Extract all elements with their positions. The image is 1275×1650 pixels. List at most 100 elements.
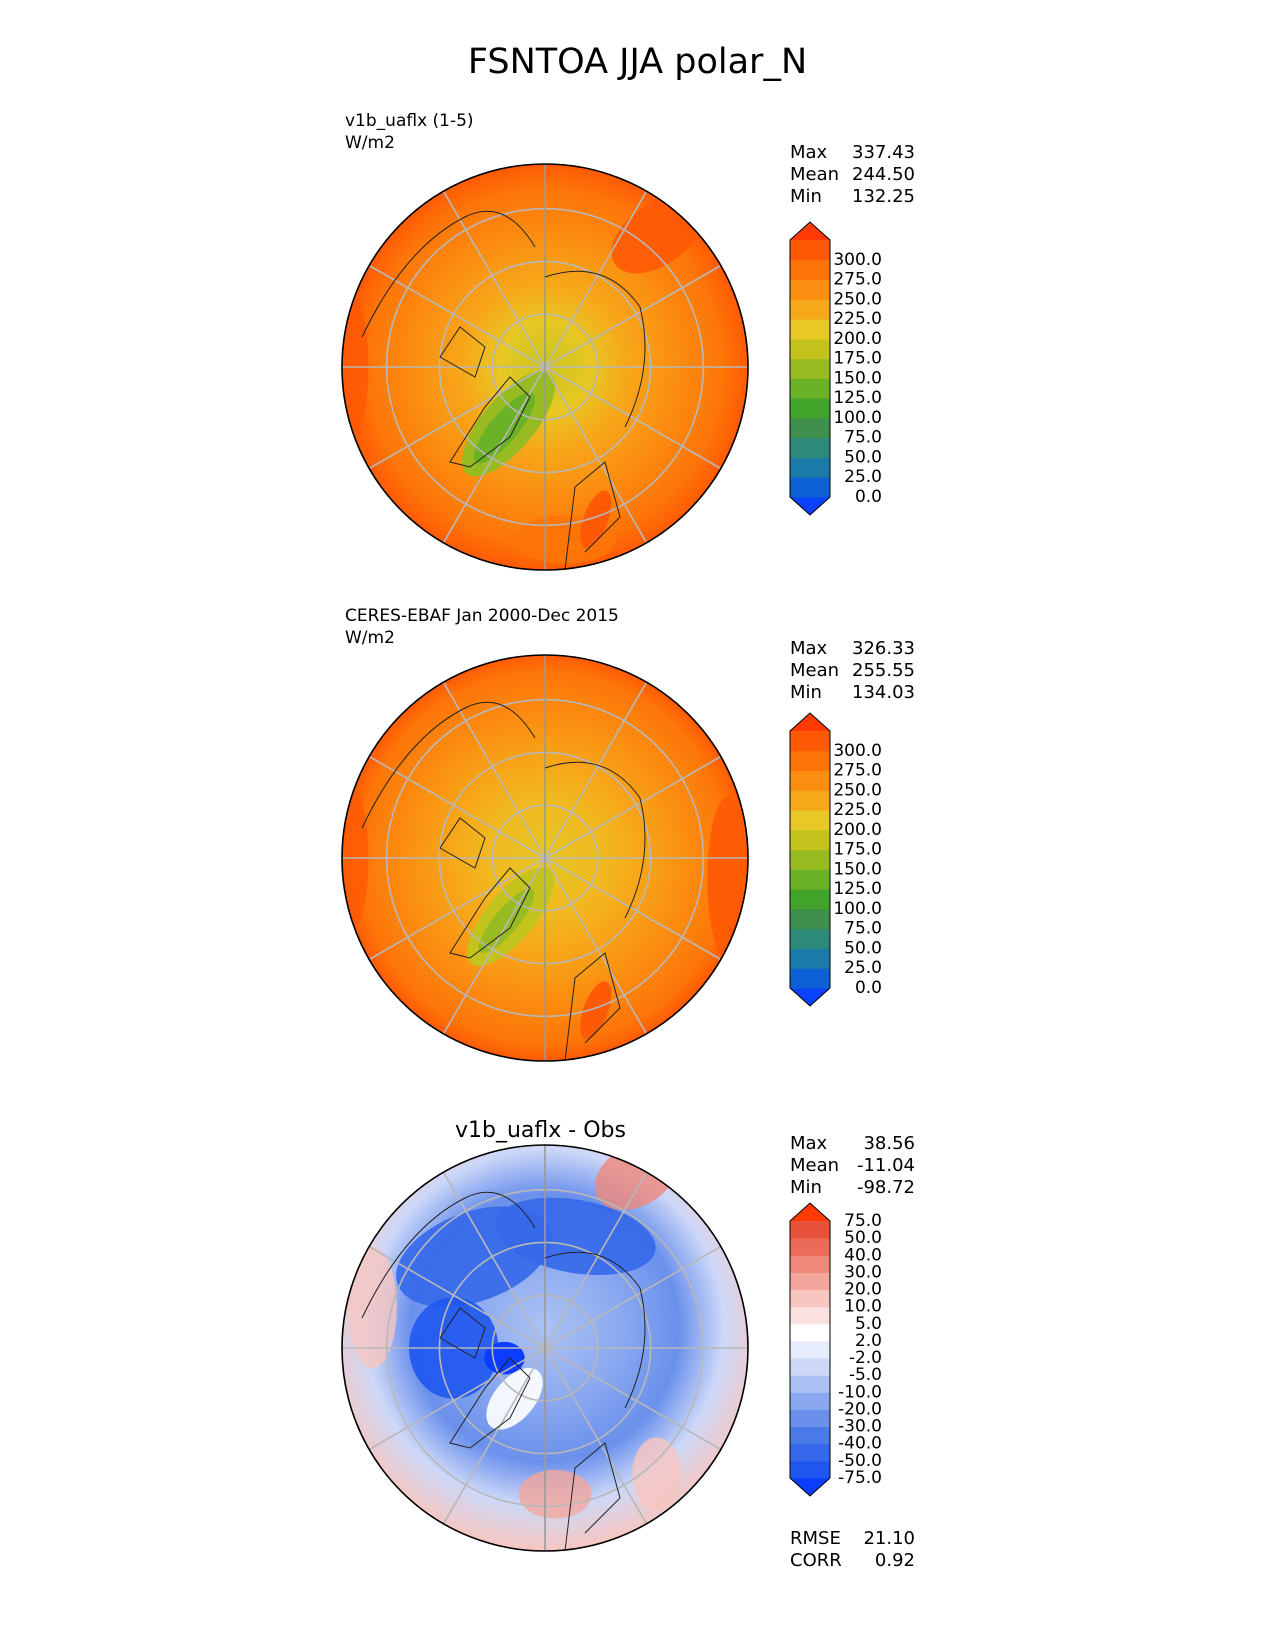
diff-extra-stats: RMSE 21.10 CORR 0.92 (790, 1528, 915, 1572)
europe-coastline (564, 1442, 621, 1551)
colorbar-tick-label: 30.0 (844, 1262, 882, 1282)
stat-label: Max (790, 638, 828, 659)
colorbar-segment (790, 358, 830, 379)
colorbar-tick-label: -2.0 (849, 1348, 882, 1368)
colorbar-tick-label: 0.0 (855, 978, 882, 998)
colorbar-segment (790, 1460, 830, 1479)
colorbar-extend-bottom (790, 988, 830, 1006)
obs-dataset-name: CERES-EBAF Jan 2000-Dec 2015 (345, 606, 619, 626)
longitude-line (368, 857, 546, 961)
diff-field (342, 1145, 748, 1551)
stat-label: CORR (790, 1550, 842, 1571)
diff-mean: -11.04 (856, 1155, 915, 1176)
colorbar-segment (790, 1289, 830, 1308)
colorbar-tick-label: 150.0 (833, 368, 882, 388)
colorbar-segment (790, 378, 830, 399)
greenland-coastline (449, 376, 531, 468)
north-america-coastline (361, 210, 536, 338)
model-units: W/m2 (345, 133, 395, 153)
longitude-line (368, 1347, 546, 1451)
longitude-line (442, 190, 546, 368)
model-field (342, 164, 748, 570)
diff-panel-title: v1b_uaflx - Obs (455, 1118, 626, 1143)
diff-stats: Max 38.56 Mean -11.04 Min -98.72 (790, 1133, 915, 1199)
colorbar-outline (789, 712, 831, 1007)
north-america-coastline (361, 701, 536, 829)
stat-label: Min (790, 682, 822, 703)
obs-field (342, 655, 748, 1061)
model-case-name: v1b_uaflx (1-5) (345, 111, 474, 131)
field-patch (486, 1367, 543, 1430)
colorbar-tick-label: 100.0 (833, 899, 882, 919)
longitude-line (544, 755, 722, 859)
colorbar-segment (790, 398, 830, 419)
model-min: 132.25 (852, 186, 915, 207)
colorbar-tick-label: 20.0 (844, 1280, 882, 1300)
stat-label: Min (790, 186, 822, 207)
colorbar-segment (790, 869, 830, 890)
colorbar-segment (790, 437, 830, 458)
colorbar-segment (790, 849, 830, 870)
colorbar-extend-top (790, 1203, 830, 1221)
diff-map (341, 1144, 749, 1552)
field-patch (580, 981, 612, 1040)
colorbar-tick-label: 275.0 (833, 761, 882, 781)
colorbar-segment (790, 1409, 830, 1428)
colorbar-segment (790, 810, 830, 831)
model-mean: 244.50 (852, 164, 915, 185)
colorbar-tick-label: -30.0 (838, 1417, 882, 1437)
longitude-line (368, 264, 546, 368)
figure-title: FSNTOA JJA polar_N (467, 42, 808, 82)
model-colorbar: 0.025.050.075.0100.0125.0150.0175.0200.0… (789, 221, 882, 516)
longitude-line (368, 755, 546, 859)
greenland-coastline (449, 867, 531, 959)
longitude-line (544, 857, 722, 961)
colorbar-tick-label: 2.0 (855, 1331, 882, 1351)
stat-label: Min (790, 1177, 822, 1198)
colorbar-tick-label: 200.0 (833, 329, 882, 349)
colorbar-segment (790, 1443, 830, 1462)
longitude-line (544, 857, 648, 1035)
stat-label: Max (790, 142, 828, 163)
colorbar-tick-label: 250.0 (833, 780, 882, 800)
field-patch (580, 490, 612, 549)
colorbar-segment (790, 928, 830, 949)
colorbar-tick-label: 50.0 (844, 447, 882, 467)
colorbar-segment (790, 750, 830, 772)
diff-corr: 0.92 (874, 1550, 915, 1571)
colorbar-segment (790, 829, 830, 851)
longitude-line (442, 857, 546, 1035)
colorbar-tick-label: 50.0 (844, 938, 882, 958)
colorbar-tick-label: -20.0 (838, 1399, 882, 1419)
colorbar-segment (790, 240, 830, 261)
stat-label: Mean (790, 164, 840, 185)
field-patch (611, 196, 702, 274)
arctic-archipelago-coastline (439, 326, 486, 378)
field-patch (518, 1469, 592, 1519)
field-patch (495, 1197, 656, 1275)
colorbar-segment (790, 1238, 830, 1256)
colorbar-tick-label: -50.0 (838, 1451, 882, 1471)
field-patch (707, 797, 748, 960)
model-max: 337.43 (852, 142, 915, 163)
obs-stats: Max 326.33 Mean 255.55 Min 134.03 (790, 638, 915, 704)
longitude-line (544, 1347, 648, 1525)
colorbar-tick-label: 300.0 (833, 250, 882, 270)
colorbar-tick-label: 40.0 (844, 1245, 882, 1265)
diff-min: -98.72 (856, 1177, 915, 1198)
colorbar-segment (790, 908, 830, 930)
colorbar-segment (790, 1306, 830, 1325)
siberia-coastline (544, 270, 646, 428)
colorbar-tick-label: 300.0 (833, 741, 882, 761)
longitude-line (544, 366, 722, 470)
colorbar-outline (789, 1202, 831, 1497)
colorbar-tick-label: -40.0 (838, 1434, 882, 1454)
obs-map-border (341, 654, 749, 1062)
colorbar-segment (790, 1255, 830, 1273)
model-stats: Max 337.43 Mean 244.50 Min 132.25 (790, 142, 915, 208)
colorbar-tick-label: -5.0 (849, 1365, 882, 1385)
colorbar-tick-label: -10.0 (838, 1382, 882, 1402)
colorbar-segment (790, 319, 830, 340)
